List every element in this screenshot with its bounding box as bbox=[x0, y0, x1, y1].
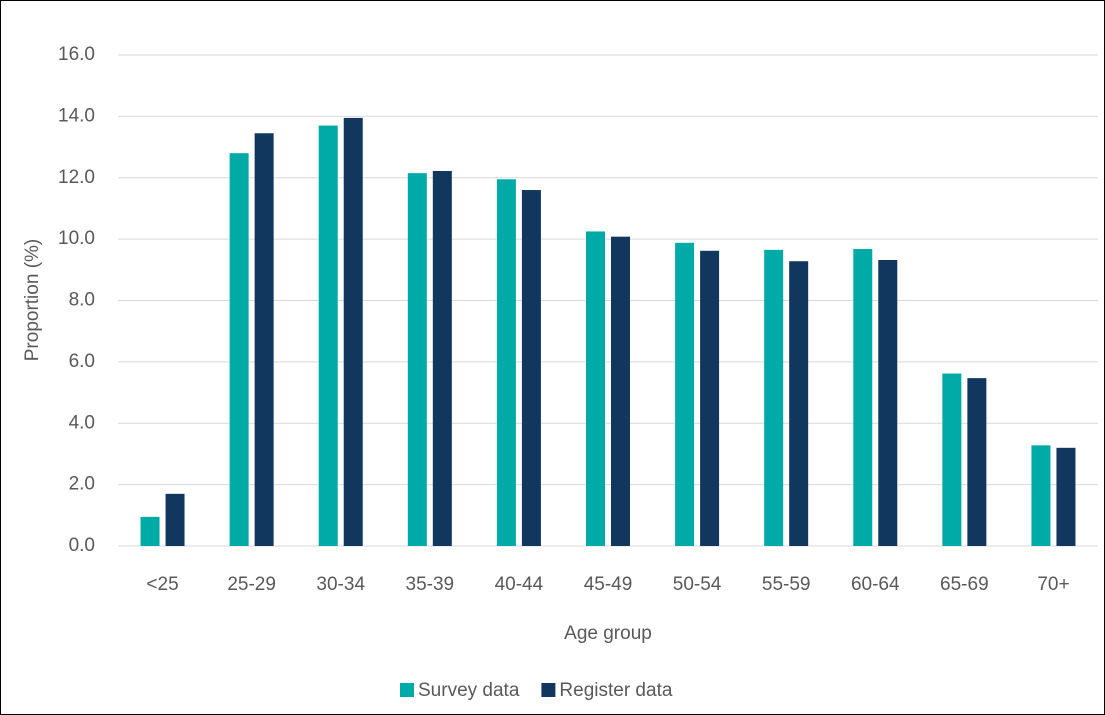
bar bbox=[165, 493, 185, 546]
bar bbox=[878, 259, 898, 546]
y-axis-title: Proportion (%) bbox=[22, 239, 43, 362]
x-tick-label: 25-29 bbox=[227, 574, 276, 595]
bar bbox=[432, 170, 452, 546]
y-tick-label: 2.0 bbox=[69, 474, 95, 495]
bar bbox=[942, 373, 962, 546]
x-tick-label: 65-69 bbox=[940, 574, 989, 595]
y-tick-label: 6.0 bbox=[69, 351, 95, 372]
bar bbox=[700, 250, 720, 546]
bar bbox=[967, 378, 987, 546]
y-tick-label: 0.0 bbox=[69, 535, 95, 556]
x-tick-label: 40-44 bbox=[495, 574, 544, 595]
bar bbox=[254, 133, 274, 547]
bar bbox=[586, 231, 605, 546]
bar bbox=[140, 516, 160, 546]
x-tick-label: 50-54 bbox=[673, 574, 722, 595]
bar bbox=[764, 249, 784, 546]
x-tick-label: 30-34 bbox=[316, 574, 365, 595]
y-tick-label: 10.0 bbox=[58, 228, 95, 249]
legend-label: Register data bbox=[559, 680, 672, 701]
bar bbox=[611, 236, 630, 547]
bar bbox=[853, 248, 873, 546]
bar bbox=[343, 117, 363, 547]
bar bbox=[229, 153, 249, 546]
y-tick-label: 12.0 bbox=[58, 167, 95, 188]
bar bbox=[1056, 447, 1076, 546]
y-tick-label: 8.0 bbox=[69, 290, 95, 311]
bar bbox=[496, 179, 516, 547]
x-tick-label: 35-39 bbox=[406, 574, 455, 595]
x-tick-label: 55-59 bbox=[762, 574, 811, 595]
legend-label: Survey data bbox=[418, 680, 520, 701]
bar bbox=[407, 173, 427, 546]
x-tick-label: 60-64 bbox=[851, 574, 900, 595]
x-tick-label: 45-49 bbox=[584, 574, 633, 595]
x-tick-label: <25 bbox=[146, 574, 178, 595]
legend-swatch bbox=[400, 683, 414, 697]
bar bbox=[789, 261, 809, 546]
y-tick-label: 4.0 bbox=[69, 412, 95, 433]
bar bbox=[675, 242, 695, 546]
x-tick-label: 70+ bbox=[1037, 574, 1069, 595]
y-tick-label: 16.0 bbox=[58, 44, 95, 65]
x-axis-title: Age group bbox=[564, 623, 652, 644]
y-tick-label: 14.0 bbox=[58, 105, 95, 126]
bar bbox=[1031, 445, 1051, 546]
legend-swatch bbox=[541, 683, 556, 697]
bar bbox=[318, 125, 338, 547]
bar bbox=[521, 190, 541, 546]
